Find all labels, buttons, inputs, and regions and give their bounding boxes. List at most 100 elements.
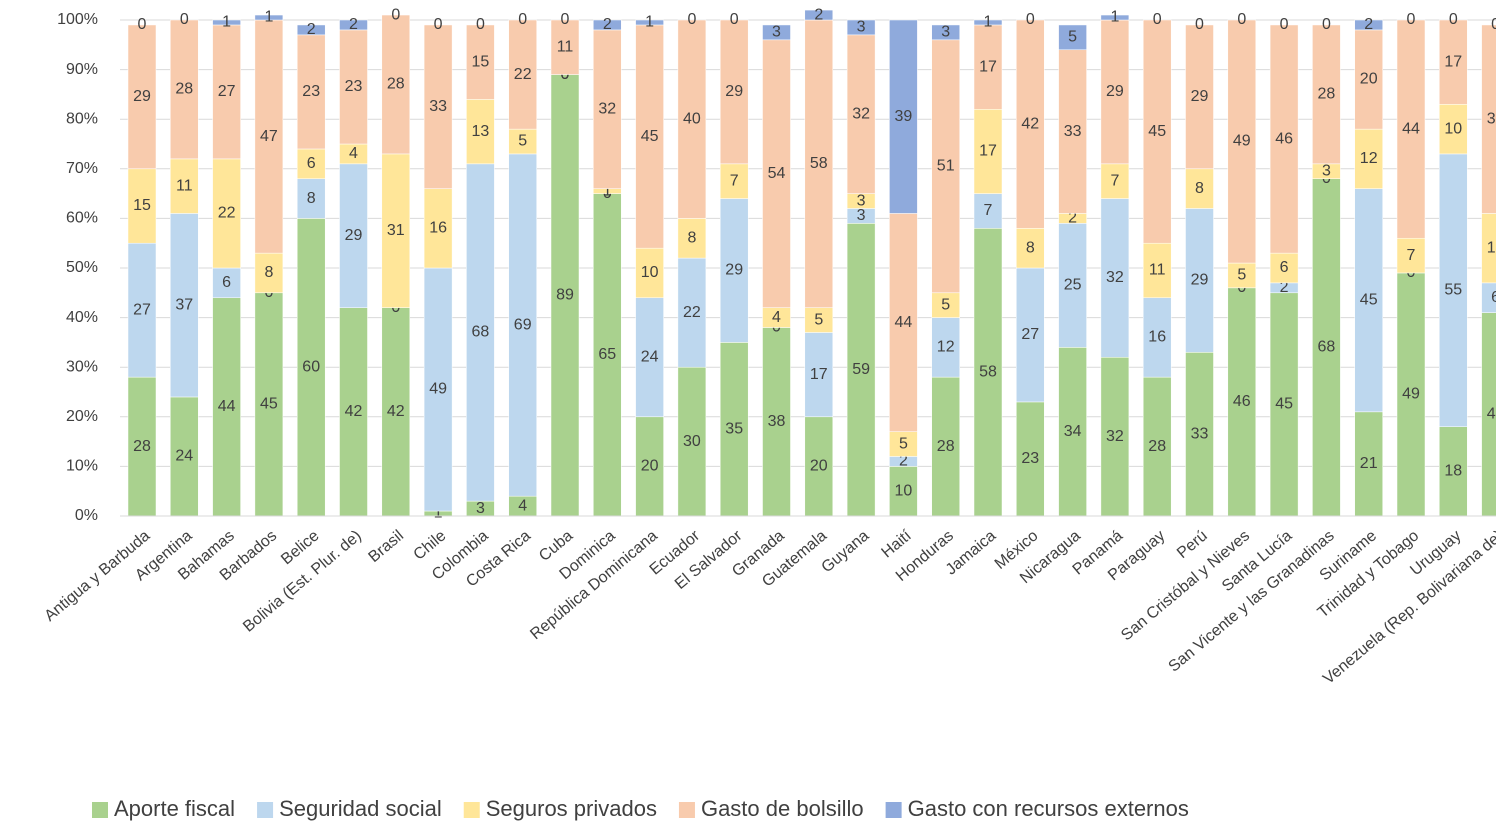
bar-segment (1100, 163, 1130, 199)
y-tick-label: 50% (66, 259, 98, 276)
data-label: 4 (349, 145, 358, 162)
bar-segment (550, 74, 580, 517)
x-tick-label: Haití (879, 527, 916, 562)
bar-segment (296, 148, 326, 179)
bar-segment (296, 34, 326, 150)
bar-segment (1100, 357, 1130, 517)
data-label: 3 (772, 24, 781, 41)
bar-segment (1016, 19, 1045, 229)
bar-segment (1185, 168, 1214, 209)
data-label: 10 (641, 264, 659, 281)
data-label: 44 (1402, 120, 1420, 137)
data-label: 4 (518, 497, 527, 514)
bar-segment (339, 307, 368, 517)
bar-segment (508, 153, 537, 497)
data-label: 1 (984, 14, 993, 31)
data-label: 5 (518, 133, 527, 150)
data-label: 32 (598, 100, 616, 117)
data-label: 21 (1360, 455, 1378, 472)
bar-segment (1396, 272, 1426, 517)
bar-segment (973, 109, 1003, 194)
legend-label: Gasto con recursos externos (908, 796, 1189, 821)
bar-segment (381, 153, 411, 308)
bar-segment (339, 163, 368, 308)
bar-segment (1354, 128, 1383, 189)
bar-segment (1058, 223, 1087, 348)
y-tick-label: 70% (66, 160, 98, 177)
data-label: 8 (1195, 180, 1204, 197)
bar-segment (1016, 228, 1045, 269)
data-label: 5 (814, 311, 823, 328)
data-label: 7 (984, 202, 993, 219)
bar-segment (677, 218, 707, 259)
data-label: 10 (1444, 120, 1462, 137)
bar-segment (804, 416, 834, 517)
data-label: 27 (133, 301, 151, 318)
bar-segment (1439, 426, 1468, 517)
bar-segment (889, 431, 918, 457)
bar-segment (762, 24, 791, 41)
data-label: 1 (434, 505, 443, 522)
data-label: 38 (1487, 110, 1496, 127)
bar-segment (170, 19, 199, 160)
bar-segment (846, 19, 876, 36)
data-label: 45 (260, 396, 278, 413)
data-label: 0 (180, 11, 189, 28)
x-tick-label: Perú (1174, 527, 1211, 562)
bar-segment (466, 99, 495, 165)
bar-segment (593, 193, 622, 517)
bar-segment (1269, 292, 1299, 517)
data-label: 6 (222, 274, 231, 291)
data-label: 22 (218, 205, 236, 222)
bar-segment (170, 213, 199, 398)
bar-segment (593, 19, 622, 31)
data-label: 55 (1444, 282, 1462, 299)
bar-segment (1058, 347, 1087, 517)
bar-segment (719, 198, 749, 343)
bar-segment (296, 24, 326, 36)
bar-segment (677, 257, 707, 368)
bar-segment (804, 9, 834, 21)
bar-segment (1142, 297, 1172, 378)
bar-segment (212, 24, 241, 160)
data-label: 33 (1191, 425, 1209, 442)
bar-segment (1185, 352, 1214, 517)
bar-segment (635, 416, 664, 517)
bar-segment (127, 168, 157, 244)
bar-segment (719, 19, 749, 165)
bar-segment (423, 24, 453, 189)
bar-segment (170, 158, 199, 214)
data-label: 3 (857, 192, 866, 209)
data-label: 49 (1233, 133, 1251, 150)
data-label: 1 (603, 182, 612, 199)
data-label: 58 (810, 155, 828, 172)
bar-segment (846, 34, 876, 194)
bar-segment (296, 178, 326, 219)
bar-segment (1016, 401, 1045, 517)
data-label: 45 (1148, 123, 1166, 140)
data-label: 32 (852, 105, 870, 122)
data-label: 2 (603, 16, 612, 33)
x-tick-label: Guyana (819, 527, 873, 576)
data-label: 22 (514, 66, 532, 83)
bar-segment (931, 24, 960, 41)
data-label: 42 (387, 403, 405, 420)
data-label: 49 (429, 381, 447, 398)
bar-segment (254, 14, 284, 21)
bar-segment (212, 19, 241, 26)
y-tick-label: 60% (66, 210, 98, 227)
data-label: 3 (941, 24, 950, 41)
data-label: 6 (1491, 289, 1496, 306)
data-label: 29 (725, 262, 743, 279)
data-label: 2 (307, 21, 316, 38)
data-label: 0 (1026, 11, 1035, 28)
data-label: 29 (1106, 83, 1124, 100)
data-label: 28 (1148, 438, 1166, 455)
data-label: 46 (1233, 393, 1251, 410)
bar-segment (1354, 411, 1383, 517)
data-label: 8 (687, 229, 696, 246)
bar-segment (1100, 19, 1130, 165)
data-label: 7 (1407, 247, 1416, 264)
bar-segment (593, 29, 622, 189)
